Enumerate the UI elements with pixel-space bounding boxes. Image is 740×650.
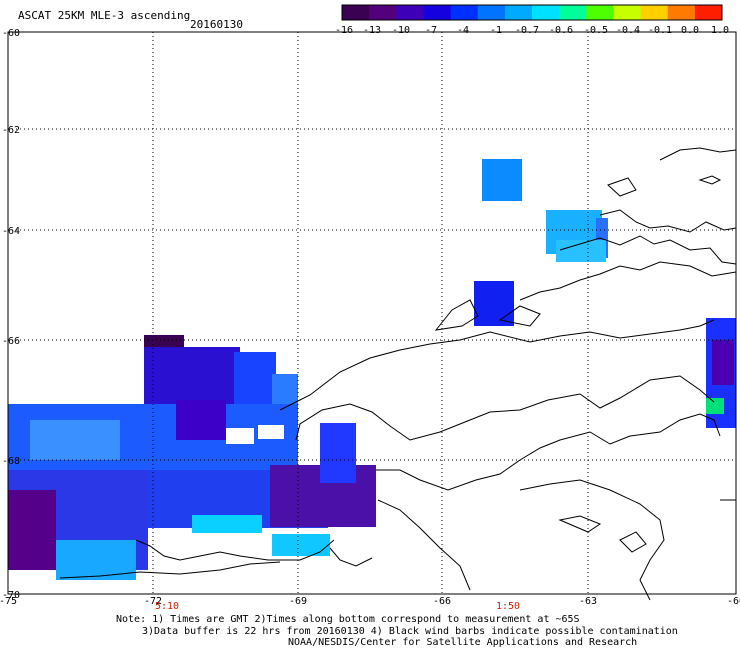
coastline-path bbox=[559, 235, 737, 265]
colorbar-labels: -16 -13 -10 -7 -4 -1 -0.7 -0.6 -0.5 -0.4 -0.1 0.0 1.… bbox=[335, 25, 729, 36]
note-line-2: 3)Data buffer is 22 hrs from 20160130 4)… bbox=[142, 626, 678, 637]
colorbar-tick-label: -0.7 bbox=[515, 25, 539, 36]
swath-patch bbox=[320, 423, 356, 483]
swath-patch bbox=[144, 347, 240, 407]
note-line-1: Note: 1) Times are GMT 2)Times along bot… bbox=[116, 614, 580, 625]
latitude-label: -70 bbox=[2, 590, 20, 601]
plot-frame bbox=[7, 31, 737, 595]
time-labels: 5:10 1:50 bbox=[155, 601, 520, 612]
colorbar-frame bbox=[341, 4, 723, 21]
graticule bbox=[8, 32, 736, 594]
latitude-labels: -60 -62 -64 -66 -68 -70 bbox=[2, 28, 20, 601]
colorbar-tick-label: -0.6 bbox=[549, 25, 573, 36]
coastline-path bbox=[619, 531, 647, 553]
longitude-label: -72 bbox=[144, 596, 162, 607]
swath-patch bbox=[272, 534, 330, 556]
latitude-label: -64 bbox=[2, 226, 20, 237]
colorbar-swatch bbox=[450, 5, 479, 20]
swath-patch bbox=[482, 159, 522, 201]
latitude-label: -62 bbox=[2, 125, 20, 136]
coastline-path bbox=[659, 147, 737, 161]
coastline-path bbox=[519, 479, 665, 601]
map-date: 20160130 bbox=[190, 18, 243, 31]
coastline-path bbox=[558, 515, 602, 533]
swath-patch bbox=[556, 240, 606, 262]
colorbar-swatch bbox=[667, 5, 696, 20]
coastline-path bbox=[434, 299, 479, 331]
colorbar-tick-label: 1.0 bbox=[711, 25, 729, 36]
latitude-label: -60 bbox=[2, 28, 20, 39]
swath-patch bbox=[30, 420, 120, 460]
colorbar-swatch bbox=[423, 5, 452, 20]
longitude-label: -66 bbox=[433, 596, 451, 607]
colorbar-swatch bbox=[532, 5, 560, 20]
longitude-label: -60 bbox=[727, 596, 740, 607]
colorbar-swatch bbox=[586, 5, 614, 20]
swath-patch bbox=[144, 335, 184, 347]
latitude-label: -66 bbox=[2, 336, 20, 347]
swath-patch bbox=[192, 515, 262, 533]
longitude-label: -63 bbox=[579, 596, 597, 607]
colorbar-swatch bbox=[640, 5, 669, 20]
colorbar-tick-label: -1 bbox=[490, 25, 502, 36]
colorbar-tick-label: 0.0 bbox=[681, 25, 699, 36]
colorbar-tick-label: -10 bbox=[392, 25, 410, 36]
colorbar-swatch bbox=[369, 5, 397, 20]
colorbar-tick-label: -13 bbox=[363, 25, 381, 36]
time-label: 1:50 bbox=[496, 601, 520, 612]
colorbar-tick-label: -0.5 bbox=[584, 25, 608, 36]
coastline-path bbox=[599, 209, 737, 233]
colorbar-tick-label: -4 bbox=[457, 25, 469, 36]
colorbar-swatch bbox=[396, 5, 424, 20]
longitude-label: -69 bbox=[289, 596, 307, 607]
colorbar-tick-label: -0.1 bbox=[648, 25, 672, 36]
note-line-3: NOAA/NESDIS/Center for Satellite Applica… bbox=[288, 637, 638, 648]
coastline-path bbox=[498, 305, 541, 327]
coastline-path bbox=[607, 177, 637, 197]
swath-patch bbox=[712, 340, 734, 385]
coastline-path bbox=[279, 319, 715, 411]
colorbar-swatch bbox=[694, 5, 723, 20]
coastline-path bbox=[329, 547, 373, 567]
colorbar-swatch bbox=[613, 5, 642, 20]
coastline-path bbox=[135, 539, 335, 561]
swath-patch bbox=[706, 398, 724, 414]
colorbar-tick-label: -16 bbox=[335, 25, 353, 36]
coastline-path bbox=[698, 175, 722, 185]
backscatter-swath bbox=[8, 159, 736, 580]
coastline-path bbox=[295, 375, 715, 441]
colorbar-swatch bbox=[559, 5, 587, 20]
swath-patch bbox=[8, 490, 56, 570]
swath-patch bbox=[176, 400, 226, 440]
longitude-label: -75 bbox=[0, 596, 17, 607]
swath-patch bbox=[474, 281, 514, 326]
colorbar-swatch bbox=[504, 5, 533, 20]
colorbar-tick-label: -7 bbox=[425, 25, 437, 36]
coastline-path bbox=[519, 261, 737, 301]
time-label: 5:10 bbox=[155, 601, 179, 612]
longitude-labels: -75 -72 -69 -66 -63 -60 bbox=[0, 596, 740, 607]
colorbar-swatch bbox=[477, 5, 506, 20]
colorbar bbox=[342, 5, 723, 20]
coastline-path bbox=[377, 499, 471, 591]
colorbar-tick-label: -0.4 bbox=[616, 25, 640, 36]
swath-patch bbox=[258, 425, 284, 439]
map-title: ASCAT 25KM MLE-3 ascending bbox=[18, 9, 191, 22]
latitude-label: -68 bbox=[2, 456, 20, 467]
coastline-path bbox=[376, 413, 721, 491]
colorbar-swatch bbox=[342, 5, 370, 20]
coastline bbox=[59, 147, 737, 601]
swath-patch bbox=[226, 428, 254, 444]
coastline-path bbox=[59, 561, 281, 579]
